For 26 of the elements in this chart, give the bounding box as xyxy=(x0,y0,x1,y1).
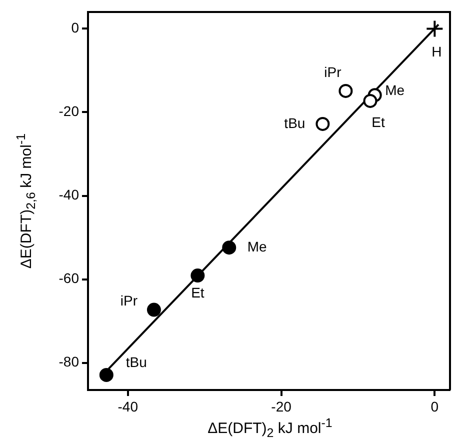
x-tick-label: -40 xyxy=(118,398,138,414)
point xyxy=(146,302,161,317)
point xyxy=(426,20,444,38)
point xyxy=(190,268,205,283)
y-tick-label: 0 xyxy=(71,20,80,36)
annotation: H xyxy=(432,44,442,60)
annotation: Et xyxy=(191,284,204,300)
annotation: tBu xyxy=(284,114,306,131)
y-tick-label: -40 xyxy=(58,186,80,203)
annotation: tBu xyxy=(126,354,147,370)
x-tick-label: 0 xyxy=(430,398,439,414)
x-tick-label: -20 xyxy=(271,398,292,414)
point xyxy=(99,368,114,382)
point xyxy=(338,84,353,98)
annotation: Me xyxy=(385,82,405,98)
point xyxy=(222,240,236,255)
annotation: Me xyxy=(247,238,268,254)
y-tick-label: -80 xyxy=(58,354,80,370)
annotation: Et xyxy=(372,114,385,130)
point xyxy=(363,94,378,108)
annotation: iPr xyxy=(120,292,138,309)
annotation: iPr xyxy=(324,64,342,80)
y-tick-label: -20 xyxy=(58,103,80,120)
x-axis-title: ΔE(DFT)$_{2}$ kJ mol$^{-1}$ xyxy=(206,416,334,440)
point xyxy=(316,116,330,131)
y-tick-label: -60 xyxy=(58,270,80,286)
